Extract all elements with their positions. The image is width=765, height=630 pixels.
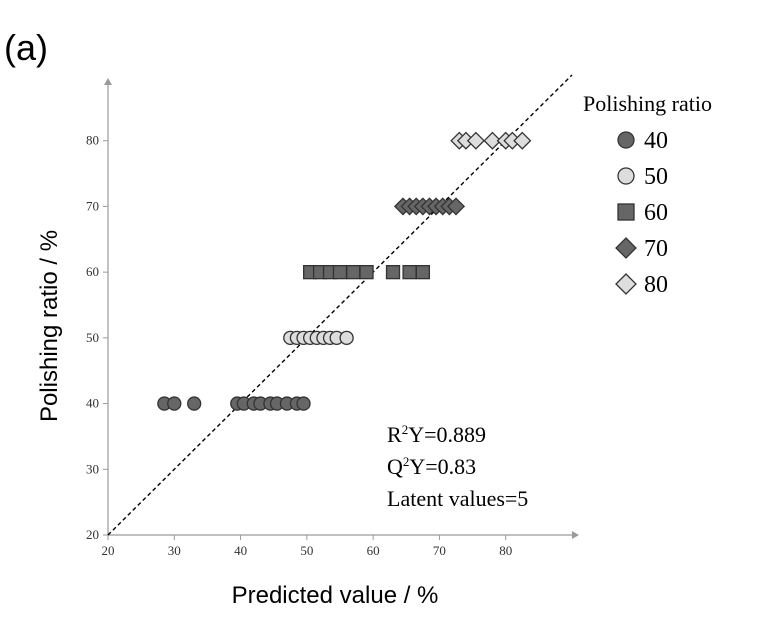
x-tick-label: 60 <box>367 543 380 558</box>
legend-label-60: 60 <box>644 200 668 226</box>
x-tick-label: 80 <box>499 543 512 558</box>
data-point-40 <box>167 396 182 411</box>
data-point-60 <box>402 264 417 280</box>
y-tick-label: 60 <box>86 264 99 279</box>
x-tick-label: 40 <box>234 543 247 558</box>
x-tick-label: 30 <box>168 543 181 558</box>
annotation-text: R2Y=0.889 <box>387 422 486 447</box>
data-point-40 <box>187 396 202 411</box>
data-point-40 <box>296 396 311 411</box>
y-tick-label: 70 <box>86 198 99 213</box>
x-tick-label: 50 <box>300 543 313 558</box>
fit-statistics: R2Y=0.889 Q2Y=0.83 Latent values=5 <box>387 422 528 511</box>
legend-label-70: 70 <box>644 236 668 262</box>
y-tick-label: 50 <box>86 330 99 345</box>
panel-label: (a) <box>4 27 48 68</box>
y-axis-arrow <box>104 78 112 85</box>
data-points <box>157 131 532 411</box>
y-tick-label: 20 <box>86 527 99 542</box>
reference-line-group <box>107 74 573 536</box>
y-axis-label: Polishing ratio / % <box>36 230 63 422</box>
x-tick-label: 20 <box>102 543 115 558</box>
data-point-80 <box>483 131 502 150</box>
data-point-50 <box>339 330 354 346</box>
legend-marker-60 <box>617 203 635 221</box>
data-point-60 <box>359 264 374 280</box>
legend-label-50: 50 <box>644 164 668 190</box>
axes: 20 30 40 50 60 70 80 20 30 40 50 60 70 80 <box>86 78 579 558</box>
x-tick-label: 70 <box>433 543 446 558</box>
data-point-80 <box>513 131 532 150</box>
data-point-60 <box>415 264 431 280</box>
x-axis-arrow <box>572 531 579 539</box>
y-tick-label: 40 <box>86 396 99 411</box>
y-tick-label: 30 <box>86 461 99 476</box>
data-point-60 <box>332 264 348 280</box>
data-point-60 <box>346 264 361 280</box>
legend-label-40: 40 <box>644 128 668 154</box>
data-point-70 <box>446 197 466 216</box>
legend: Polishing ratio 40 50 60 70 80 <box>583 91 712 298</box>
x-axis-label: Predicted value / % <box>232 582 439 609</box>
legend-marker-80 <box>615 273 637 295</box>
reference-line <box>107 74 573 536</box>
legend-marker-40 <box>617 131 635 149</box>
legend-title: Polishing ratio <box>583 91 712 116</box>
data-point-80 <box>466 131 485 150</box>
legend-marker-70 <box>615 237 637 259</box>
legend-marker-50 <box>617 167 635 185</box>
y-tick-label: 80 <box>86 133 99 148</box>
annotation-text: Latent values=5 <box>387 486 528 511</box>
data-point-60 <box>385 264 401 280</box>
legend-label-80: 80 <box>644 272 668 298</box>
annotation-text: Q2Y=0.83 <box>387 454 476 479</box>
